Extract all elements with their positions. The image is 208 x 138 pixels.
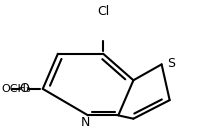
Text: S: S bbox=[167, 57, 175, 70]
Text: N: N bbox=[81, 116, 90, 129]
Text: OCH₃: OCH₃ bbox=[1, 84, 31, 94]
Text: O: O bbox=[20, 82, 30, 95]
Text: Cl: Cl bbox=[97, 5, 109, 18]
